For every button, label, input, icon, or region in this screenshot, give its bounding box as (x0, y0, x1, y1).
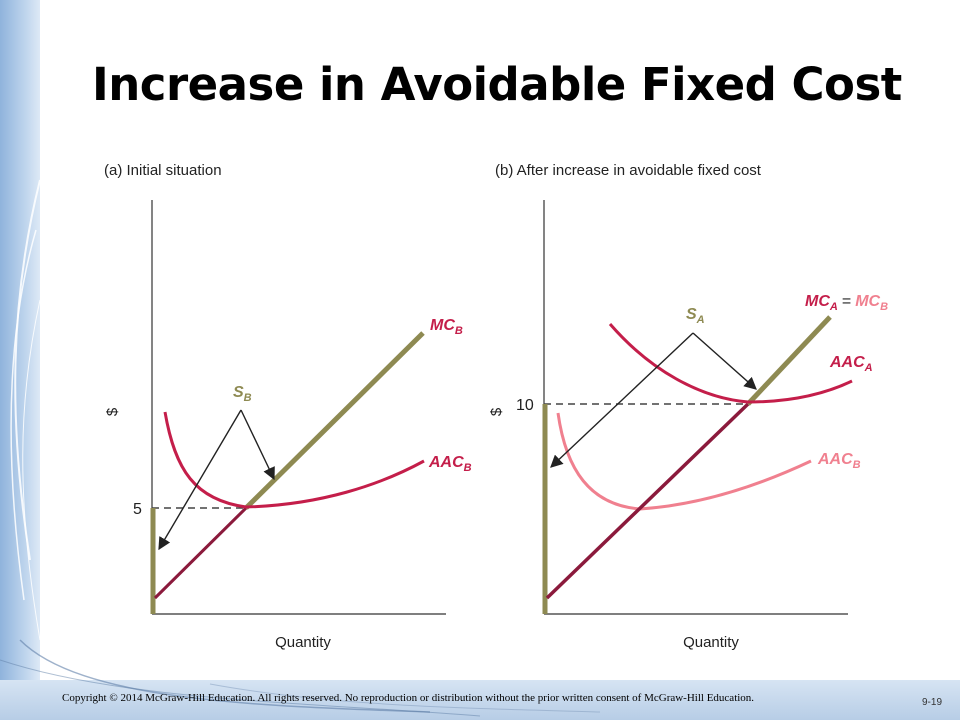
panel-a-supply-arrow-down (158, 409, 242, 551)
panel-a-price-tick: 5 (133, 501, 142, 518)
panel-b-after-increase: (b) After increase in avoidable fixed co… (488, 162, 888, 651)
panel-b-title: (b) After increase in avoidable fixed co… (495, 162, 762, 179)
slide-title: Increase in Avoidable Fixed Cost (92, 58, 902, 111)
copyright-notice: Copyright © 2014 McGraw-Hill Education. … (62, 692, 755, 704)
panel-b-aac-b-label: AACB (817, 451, 861, 471)
panel-b-aac-b-curve (556, 412, 812, 511)
panel-b-supply-arrow-down (550, 332, 694, 468)
panel-b-supply-label: SA (686, 306, 705, 326)
panel-a-initial-situation: (a) Initial situation $ Quantity 5 SB MC… (104, 162, 472, 651)
panel-a-supply-label: SB (233, 384, 252, 404)
panel-b-y-axis-label: $ (488, 407, 505, 416)
panel-b-x-axis-label: Quantity (683, 634, 739, 651)
slide-number: 9-19 (922, 697, 943, 708)
panel-a-title: (a) Initial situation (104, 162, 222, 179)
panel-a-y-axis-label: $ (104, 407, 121, 416)
panel-b-aac-a-label: AACA (829, 354, 873, 374)
panel-a-aac-curve (163, 411, 425, 509)
panel-b-mc-label: MCA = MCB (805, 293, 888, 313)
panel-b-mc-lower-segment (545, 402, 750, 600)
panel-a-supply-arrow-right (240, 409, 275, 481)
panel-b-price-tick: 10 (516, 397, 534, 414)
panel-a-aac-label: AACB (428, 454, 472, 474)
panel-a-mc-lower-segment (153, 506, 248, 600)
panel-a-x-axis-label: Quantity (275, 634, 331, 651)
panel-a-mc-label: MCB (430, 317, 463, 337)
panel-a-supply-curve-upper (244, 331, 425, 510)
bottom-decorative-band (0, 680, 960, 720)
panel-b-supply-arrow-right (692, 332, 757, 390)
panel-b-aac-a-curve (608, 323, 853, 404)
panel-b-supply-curve-upper (746, 315, 832, 406)
decorative-swoosh-lines (0, 179, 601, 717)
